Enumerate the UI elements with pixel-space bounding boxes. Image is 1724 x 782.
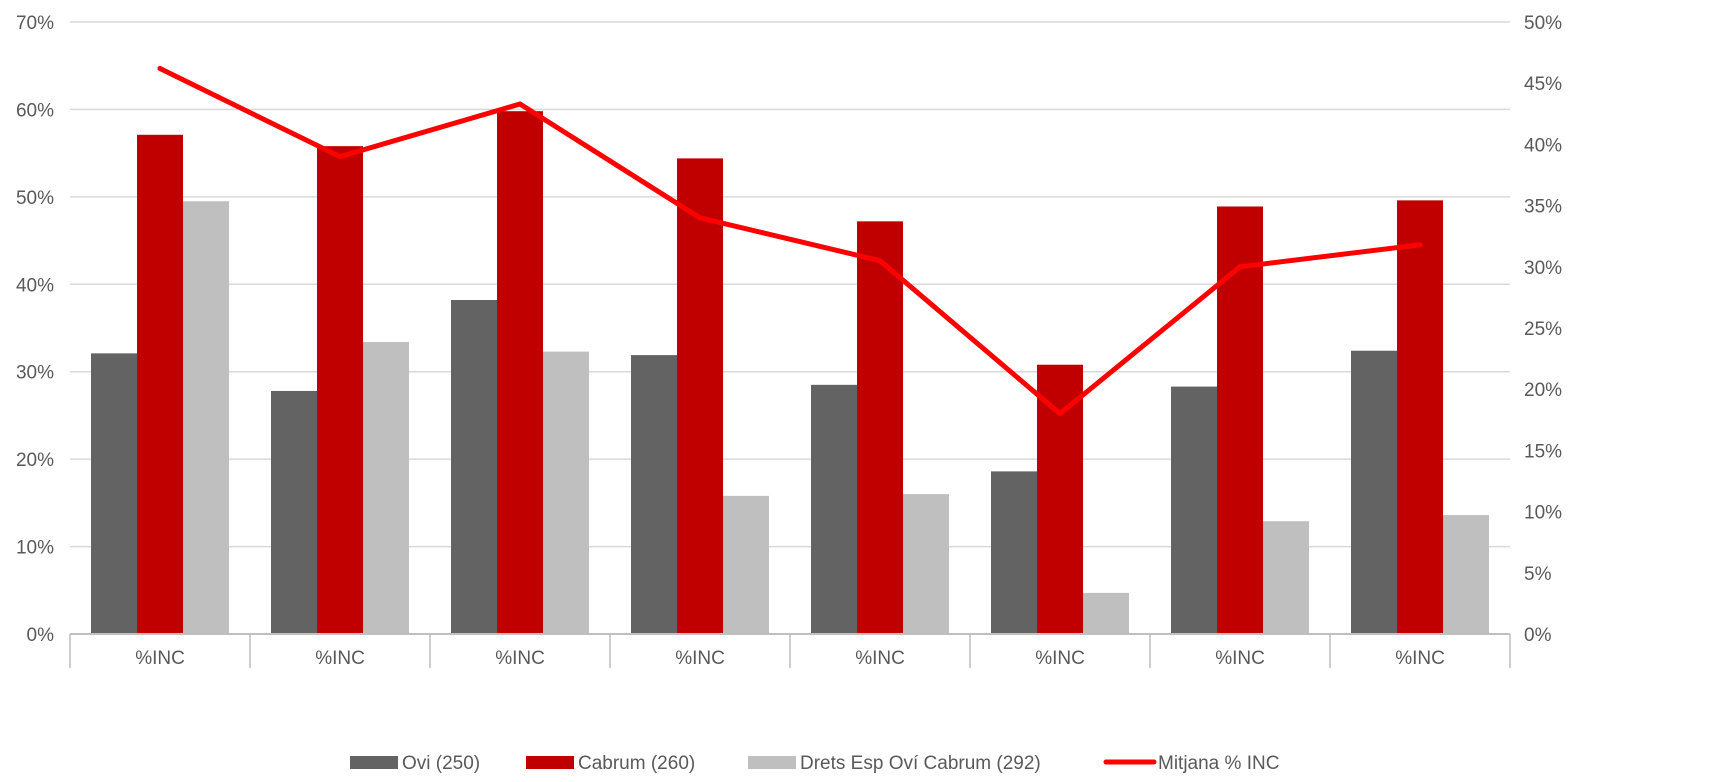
bar-drets-esp-ov-cabrum-292 <box>1263 521 1309 634</box>
line-point <box>697 215 703 221</box>
bar-cabrum-260 <box>857 221 903 634</box>
category-label: %INC <box>1395 648 1445 669</box>
bar-cabrum-260 <box>1217 206 1263 634</box>
legend-swatch <box>526 756 574 769</box>
left-tick-label: 10% <box>16 538 54 559</box>
category-labels: %INC %INC %INC %INC %INC %INC %INC %INC <box>135 648 1445 669</box>
line-mitjana-inc <box>157 66 1423 417</box>
right-tick-label: 30% <box>1524 258 1562 279</box>
bar-cabrum-260 <box>497 111 543 635</box>
left-tick-label: 0% <box>27 625 55 646</box>
right-tick-label: 20% <box>1524 380 1562 401</box>
left-tick-label: 50% <box>16 188 54 209</box>
bar-drets-esp-ov-cabrum-292 <box>903 494 949 634</box>
right-tick-label: 50% <box>1524 13 1562 34</box>
bar-drets-esp-ov-cabrum-292 <box>723 495 769 634</box>
line-point <box>877 258 883 264</box>
right-tick-label: 40% <box>1524 135 1562 156</box>
bar-ovi-250 <box>1171 386 1217 634</box>
right-tick-label: 25% <box>1524 319 1562 340</box>
bar-ovi-250 <box>91 353 137 634</box>
left-tick-label: 40% <box>16 275 54 296</box>
category-label: %INC <box>1035 648 1085 669</box>
legend-label: Mitjana % INC <box>1158 753 1279 774</box>
bar-cabrum-260 <box>317 146 363 635</box>
legend-item-drets-esp-ov-cabrum-292: Drets Esp Oví Cabrum (292) <box>748 753 1041 774</box>
legend-item-mitjana-inc: Mitjana % INC <box>1103 753 1279 774</box>
category-label: %INC <box>135 648 185 669</box>
bar-ovi-250 <box>631 355 677 634</box>
legend-swatch <box>350 756 398 769</box>
legend-label: Cabrum (260) <box>578 753 695 774</box>
bar-drets-esp-ov-cabrum-292 <box>543 351 589 634</box>
right-tick-label: 10% <box>1524 503 1562 524</box>
bar-drets-esp-ov-cabrum-292 <box>363 341 409 634</box>
legend-item-ovi-250: Ovi (250) <box>350 753 480 774</box>
legend-label: Drets Esp Oví Cabrum (292) <box>800 753 1041 774</box>
category-label: %INC <box>855 648 905 669</box>
line-point <box>157 66 163 72</box>
left-axis-ticks: 0% 10% 20% 30% 40% 50% 60% 70% <box>16 13 54 646</box>
bars <box>91 111 1489 635</box>
bar-cabrum-260 <box>1037 364 1083 634</box>
left-tick-label: 70% <box>16 13 54 34</box>
legend-item-cabrum-260: Cabrum (260) <box>526 753 695 774</box>
bar-ovi-250 <box>1351 350 1397 634</box>
bar-drets-esp-ov-cabrum-292 <box>183 201 229 634</box>
line-point <box>1057 411 1063 417</box>
line-point <box>337 154 343 160</box>
bar-ovi-250 <box>991 471 1037 634</box>
right-axis-ticks: 0% 5% 10% 15% 20% 25% 30% 35% 40% 45% 50% <box>1524 13 1562 646</box>
right-tick-label: 35% <box>1524 197 1562 218</box>
line-point <box>517 101 523 107</box>
line-point <box>1417 242 1423 248</box>
bar-cabrum-260 <box>137 134 183 635</box>
bar-drets-esp-ov-cabrum-292 <box>1083 592 1129 634</box>
average-line <box>157 66 1423 417</box>
left-tick-label: 20% <box>16 450 54 471</box>
bar-ovi-250 <box>811 384 857 634</box>
category-label: %INC <box>675 648 725 669</box>
right-tick-label: 15% <box>1524 441 1562 462</box>
legend: Ovi (250) Cabrum (260) Drets Esp Oví Cabru… <box>350 753 1279 774</box>
left-tick-label: 60% <box>16 100 54 121</box>
category-label: %INC <box>315 648 365 669</box>
bar-drets-esp-ov-cabrum-292 <box>1443 515 1489 634</box>
category-label: %INC <box>495 648 545 669</box>
bar-ovi-250 <box>271 390 317 634</box>
right-tick-label: 0% <box>1524 625 1552 646</box>
category-label: %INC <box>1215 648 1265 669</box>
bar-cabrum-260 <box>677 158 723 635</box>
legend-label: Ovi (250) <box>402 753 480 774</box>
axes <box>69 633 1511 668</box>
line-point <box>1237 264 1243 270</box>
left-tick-label: 30% <box>16 363 54 384</box>
bar-ovi-250 <box>451 300 497 634</box>
right-tick-label: 45% <box>1524 74 1562 95</box>
legend-swatch <box>748 756 796 769</box>
bar-cabrum-260 <box>1397 200 1443 634</box>
right-tick-label: 5% <box>1524 564 1552 585</box>
